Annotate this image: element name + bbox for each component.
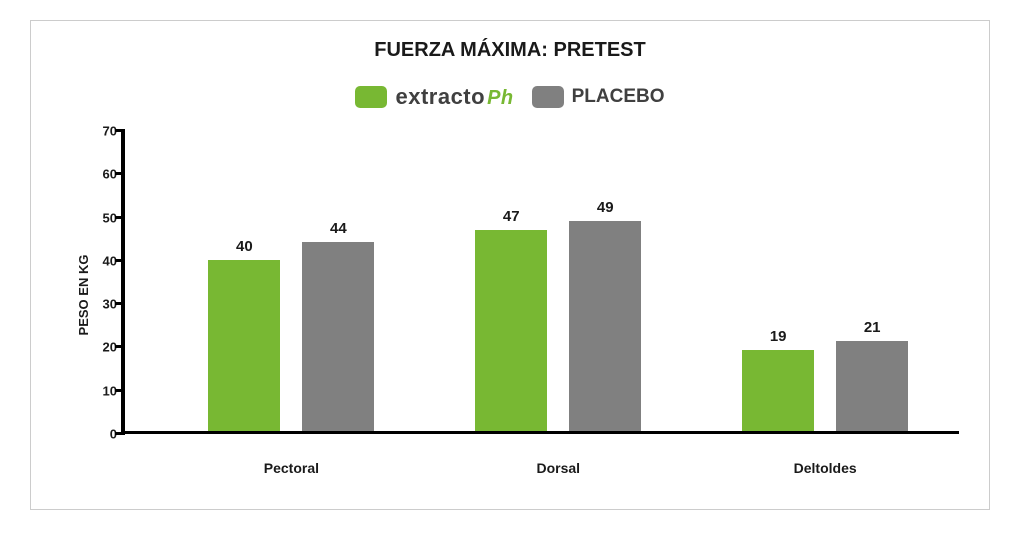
bar: 44 bbox=[302, 242, 374, 431]
chart-frame: FUERZA MÁXIMA: PRETEST extracto Ph PLACE… bbox=[30, 20, 990, 510]
legend-label-extracto: extracto Ph bbox=[395, 84, 513, 110]
y-tick-label: 20 bbox=[89, 340, 117, 355]
legend: extracto Ph PLACEBO bbox=[31, 84, 989, 110]
bar-group: 4044 bbox=[208, 131, 374, 431]
x-axis-line bbox=[121, 431, 959, 434]
bar: 19 bbox=[742, 350, 814, 431]
plot: 4044Pectoral4749Dorsal1921Deltoldes 0102… bbox=[121, 131, 959, 434]
bars-area: 4044Pectoral4749Dorsal1921Deltoldes bbox=[125, 131, 959, 431]
brand-suffix: Ph bbox=[487, 87, 514, 110]
chart-title: FUERZA MÁXIMA: PRETEST bbox=[31, 39, 989, 62]
bar: 47 bbox=[475, 230, 547, 431]
y-tick-label: 0 bbox=[89, 427, 117, 442]
y-tick-mark bbox=[115, 216, 125, 219]
bar-group: 1921 bbox=[742, 131, 908, 431]
y-tick-mark bbox=[115, 432, 125, 435]
category-label: Pectoral bbox=[264, 460, 319, 476]
y-tick-label: 40 bbox=[89, 253, 117, 268]
brand-word: extracto bbox=[395, 84, 485, 110]
bar-group: 4749 bbox=[475, 131, 641, 431]
legend-swatch-extracto bbox=[355, 86, 387, 108]
y-tick-label: 60 bbox=[89, 167, 117, 182]
bar: 21 bbox=[836, 341, 908, 431]
y-tick-mark bbox=[115, 259, 125, 262]
bar: 49 bbox=[569, 221, 641, 431]
y-tick-mark bbox=[115, 345, 125, 348]
y-tick-label: 30 bbox=[89, 297, 117, 312]
y-tick-mark bbox=[115, 302, 125, 305]
bar-value-label: 19 bbox=[770, 328, 787, 345]
bar-value-label: 49 bbox=[597, 199, 614, 216]
legend-label-placebo: PLACEBO bbox=[572, 86, 665, 108]
bar-value-label: 47 bbox=[503, 208, 520, 225]
bar-value-label: 40 bbox=[236, 238, 253, 255]
legend-item-placebo: PLACEBO bbox=[532, 86, 665, 108]
legend-swatch-placebo bbox=[532, 86, 564, 108]
y-tick-label: 50 bbox=[89, 210, 117, 225]
y-tick-mark bbox=[115, 129, 125, 132]
category-label: Dorsal bbox=[536, 460, 580, 476]
bar: 40 bbox=[208, 260, 280, 431]
bar-value-label: 44 bbox=[330, 220, 347, 237]
y-tick-mark bbox=[115, 389, 125, 392]
bar-value-label: 21 bbox=[864, 319, 881, 336]
y-tick-label: 10 bbox=[89, 383, 117, 398]
y-tick-mark bbox=[115, 172, 125, 175]
legend-item-extracto: extracto Ph bbox=[355, 84, 513, 110]
y-tick-label: 70 bbox=[89, 124, 117, 139]
plot-area: PESO EN KG 4044Pectoral4749Dorsal1921Del… bbox=[81, 131, 959, 459]
category-label: Deltoldes bbox=[794, 460, 857, 476]
